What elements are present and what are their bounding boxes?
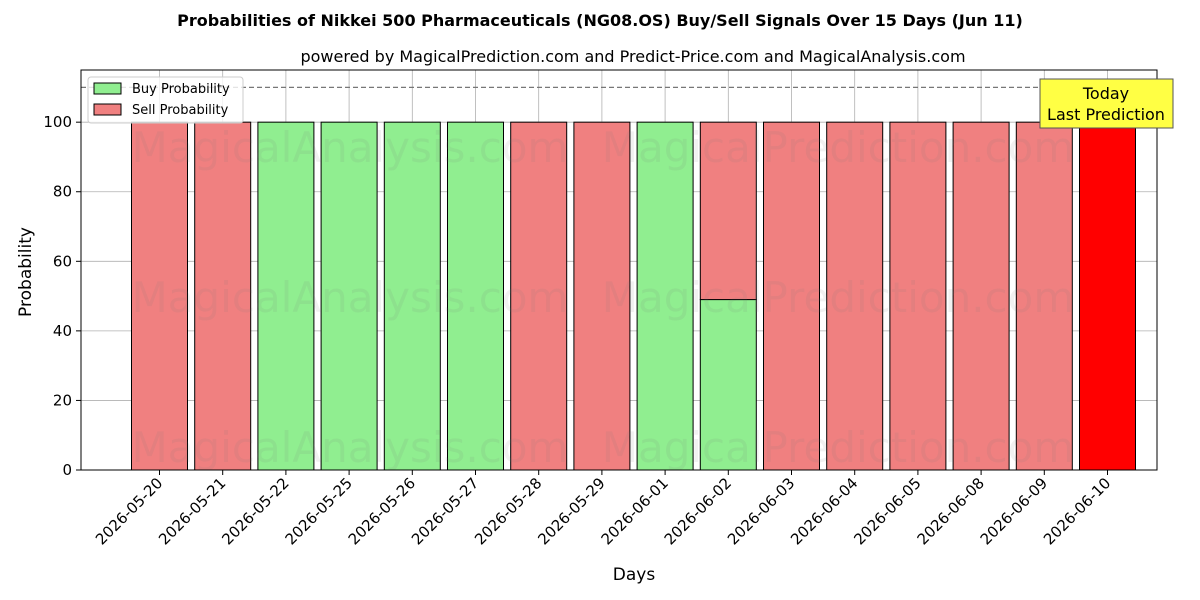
legend-buy-swatch bbox=[93, 82, 122, 95]
watermarks: MagicalAnalysis.com MagicalPrediction.com… bbox=[132, 123, 1075, 472]
y-tick-label: 80 bbox=[53, 183, 72, 201]
chart-subtitle: powered by MagicalPrediction.com and Pre… bbox=[300, 47, 965, 66]
x-tick-label: 2026-06-10 bbox=[1040, 474, 1114, 548]
x-tick-label: 2026-05-29 bbox=[534, 474, 608, 548]
legend-sell-label: Sell Probability bbox=[132, 103, 229, 118]
watermark-text: MagicalAnalysis.com bbox=[132, 273, 569, 322]
watermark-text: MagicalPrediction.com bbox=[602, 123, 1075, 172]
y-tick-label: 40 bbox=[53, 322, 72, 340]
x-tick-label: 2026-05-22 bbox=[218, 474, 292, 548]
watermark-text: MagicalAnalysis.com bbox=[132, 423, 569, 472]
legend-buy-label: Buy Probability bbox=[132, 82, 230, 97]
x-tick-label: 2026-05-20 bbox=[92, 474, 166, 548]
watermark-text: MagicalPrediction.com bbox=[602, 423, 1075, 472]
y-tick-label: 0 bbox=[62, 461, 72, 479]
watermark-text: MagicalAnalysis.com bbox=[132, 123, 569, 172]
bar-sell bbox=[826, 121, 884, 471]
x-tick-label: 2026-05-28 bbox=[471, 474, 545, 548]
today-annotation: Today Last Prediction bbox=[1039, 78, 1174, 129]
y-tick-label: 60 bbox=[53, 252, 72, 270]
legend-sell-swatch bbox=[93, 103, 122, 116]
bar-buy bbox=[447, 121, 504, 471]
x-tick-label: 2026-05-25 bbox=[282, 474, 356, 548]
bar-sell bbox=[699, 121, 757, 301]
bar-sell bbox=[573, 121, 631, 471]
y-axis-label: Probability bbox=[16, 227, 36, 317]
y-axis-ticks: 0 20 40 60 80 100 bbox=[43, 113, 81, 479]
bar-sell bbox=[1079, 121, 1136, 471]
x-axis-ticks: 2026-05-202026-05-212026-05-222026-05-25… bbox=[92, 470, 1114, 548]
plot-frame bbox=[80, 69, 1158, 471]
x-tick-label: 2026-06-08 bbox=[914, 474, 988, 548]
y-tick-label: 100 bbox=[43, 113, 72, 131]
legend-box bbox=[87, 76, 244, 124]
bars bbox=[131, 121, 1136, 471]
bar-buy bbox=[699, 299, 757, 471]
bar-sell bbox=[1015, 121, 1073, 471]
x-tick-label: 2026-06-04 bbox=[787, 474, 861, 548]
x-tick-label: 2026-06-01 bbox=[598, 474, 672, 548]
x-tick-label: 2026-06-02 bbox=[661, 474, 735, 548]
x-tick-label: 2026-05-21 bbox=[155, 474, 229, 548]
bar-buy bbox=[383, 121, 441, 471]
x-tick-label: 2026-06-09 bbox=[977, 474, 1051, 548]
annotation-box bbox=[1039, 78, 1174, 129]
bar-buy bbox=[636, 121, 694, 471]
bar-sell bbox=[510, 121, 568, 471]
bar-buy bbox=[257, 121, 315, 471]
legend: Buy Probability Sell Probability bbox=[87, 76, 244, 124]
annotation-line-1: Today bbox=[1082, 84, 1129, 103]
x-tick-label: 2026-06-03 bbox=[724, 474, 798, 548]
bar-sell bbox=[763, 121, 820, 471]
chart-title: Probabilities of Nikkei 500 Pharmaceutic… bbox=[177, 11, 1023, 30]
x-tick-label: 2026-05-26 bbox=[345, 474, 419, 548]
y-tick-label: 20 bbox=[53, 391, 72, 409]
bar-buy bbox=[320, 121, 378, 471]
bar-sell bbox=[889, 121, 947, 471]
x-tick-label: 2026-06-05 bbox=[850, 474, 924, 548]
annotation-line-2: Last Prediction bbox=[1047, 105, 1165, 124]
x-axis-label: Days bbox=[613, 565, 656, 585]
watermark-text: MagicalPrediction.com bbox=[602, 273, 1075, 322]
bar-sell bbox=[952, 121, 1010, 471]
x-tick-label: 2026-05-27 bbox=[408, 474, 482, 548]
